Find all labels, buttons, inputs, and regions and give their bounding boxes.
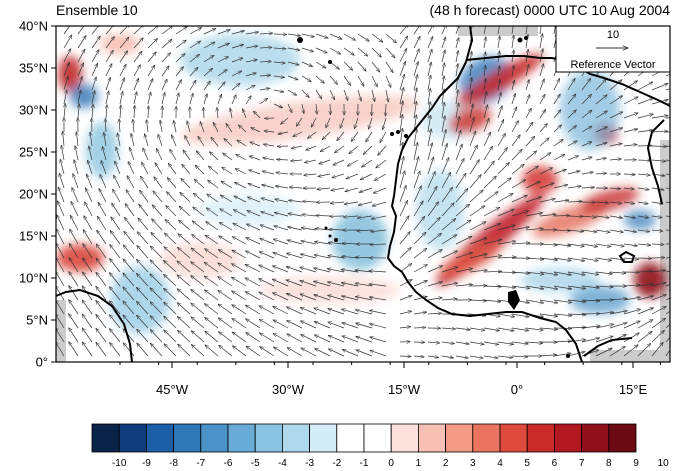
latitude-axis: 40°N 35°N 30°N 25°N 20°N 15°N 10°N 5°N 0° (19, 19, 56, 370)
longitude-axis: 45°W 30°W 15°W 0° 15°E (119, 362, 661, 397)
lat-tick-label: 40°N (19, 19, 48, 34)
colorbar-swatch (336, 423, 365, 453)
colorbar-swatch (472, 423, 501, 453)
colorbar-swatch (445, 423, 474, 453)
lat-tick-label: 25°N (19, 145, 48, 160)
lon-tick-label: 15°E (619, 382, 648, 397)
colorbar-swatch (173, 423, 202, 453)
plot-title-right: (48 h forecast) 0000 UTC 10 Aug 2004 (429, 2, 670, 18)
lat-tick-label: 35°N (19, 61, 48, 76)
colorbar-label: -5 (251, 458, 260, 469)
colorbar-swatch (526, 423, 555, 453)
colorbar-label: 1 (416, 458, 422, 469)
colorbar: -10 -9 -8 -7 -6 -5 -4 -3 -2 -1 0 1 2 3 4 5 6 7 8 9 10 (91, 423, 670, 469)
colorbar-label: -1 (360, 458, 369, 469)
colorbar-label: 6 (552, 458, 558, 469)
colorbar-swatch (390, 423, 419, 453)
islands (297, 36, 570, 358)
colorbar-label: 3 (470, 458, 476, 469)
colorbar-label: -9 (142, 458, 151, 469)
colorbar-swatch (363, 423, 392, 453)
colorbar-label: 9 (633, 458, 639, 469)
colorbar-swatch (499, 423, 528, 453)
colorbar-label: 0 (388, 458, 394, 469)
lat-tick-label: 30°N (19, 103, 48, 118)
lat-tick-label: 0° (36, 355, 48, 370)
colorbar-swatch (309, 423, 338, 453)
plot-title-left: Ensemble 10 (56, 2, 138, 18)
colorbar-label: -3 (305, 458, 314, 469)
colorbar-label: -7 (196, 458, 205, 469)
lat-tick-label: 10°N (19, 271, 48, 286)
colorbar-swatch (281, 423, 310, 453)
colorbar-label: 10 (658, 458, 670, 469)
lat-tick-label: 5°N (26, 313, 48, 328)
colorbar-label: 7 (579, 458, 585, 469)
colorbar-label: 8 (606, 458, 612, 469)
colorbar-swatch (608, 423, 637, 453)
colorbar-swatch (227, 423, 256, 453)
colorbar-swatch (91, 423, 120, 453)
lat-tick-label: 20°N (19, 187, 48, 202)
reference-vector-box: 10 Reference Vector (555, 25, 671, 73)
lon-tick-label: 0° (511, 382, 523, 397)
colorbar-label: 4 (497, 458, 503, 469)
colorbar-swatch (417, 423, 446, 453)
reference-vector-magnitude: 10 (607, 29, 619, 41)
colorbar-swatch (254, 423, 283, 453)
lon-tick-label: 45°W (156, 382, 189, 397)
colorbar-label: 2 (443, 458, 449, 469)
missing-data-regions (56, 26, 670, 362)
lon-tick-label: 15°W (388, 382, 421, 397)
colorbar-label: -10 (112, 458, 127, 469)
colorbar-swatch (581, 423, 610, 453)
colorbar-swatch (554, 423, 583, 453)
colorbar-swatch (200, 423, 229, 453)
colorbar-label: 5 (524, 458, 530, 469)
colorbar-swatch (118, 423, 147, 453)
lat-tick-label: 15°N (19, 229, 48, 244)
reference-vector-label: Reference Vector (571, 59, 656, 71)
lon-tick-label: 30°W (272, 382, 305, 397)
colorbar-label: -4 (278, 458, 287, 469)
colorbar-label: -8 (169, 458, 178, 469)
colorbar-swatch (145, 423, 174, 453)
colorbar-label: -2 (332, 458, 341, 469)
wind-vectors (56, 26, 670, 358)
colorbar-label: -6 (224, 458, 233, 469)
